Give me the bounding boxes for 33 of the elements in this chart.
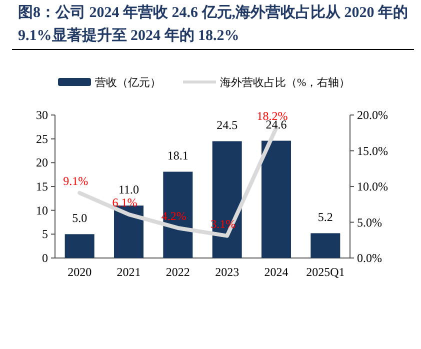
x-tick-label: 2023 xyxy=(215,265,240,279)
bar xyxy=(114,206,144,258)
data-label: 18.1 xyxy=(167,148,188,163)
data-label: 11.0 xyxy=(118,182,140,197)
x-tick-label: 2025Q1 xyxy=(306,265,345,279)
y-tick-label: 10 xyxy=(36,203,48,218)
chart-title: 图8：公司 2024 年营收 24.6 亿元,海外营收占比从 2020 年的 9.1%显著提升至 2024 年的 18.2% xyxy=(18,3,409,46)
y-tick-label: 25 xyxy=(36,132,48,146)
y-tick-label: 0 xyxy=(42,251,48,265)
x-tick-label: 2022 xyxy=(166,265,190,279)
x-tick-label: 2020 xyxy=(68,265,92,279)
y-tick-label: 15 xyxy=(36,180,48,194)
bar xyxy=(64,234,94,258)
y2-tick-label: 15.0% xyxy=(357,144,388,158)
y2-tick-label: 5.0% xyxy=(357,215,382,230)
bar xyxy=(310,233,340,258)
y2-tick-label: 0.0% xyxy=(357,251,382,265)
bar xyxy=(212,141,242,258)
bar xyxy=(262,140,291,258)
x-tick-label: 2021 xyxy=(116,265,141,279)
data-label: 24.5 xyxy=(216,118,238,132)
data-label: 9.1% xyxy=(63,174,88,188)
data-label: 5.0 xyxy=(72,211,88,226)
y2-tick-label: 10.0% xyxy=(357,180,388,194)
data-label: 5.2 xyxy=(318,210,333,224)
y-tick-label: 20 xyxy=(36,156,48,170)
legend-label: 营收（亿元） xyxy=(95,76,161,89)
y-tick-label: 30 xyxy=(36,108,48,122)
y-tick-label: 5 xyxy=(42,227,48,242)
x-tick-label: 2024 xyxy=(264,265,288,279)
y2-tick-label: 20.0% xyxy=(357,108,388,122)
bar xyxy=(163,172,193,258)
legend-label: 海外营收占比（%，右轴） xyxy=(220,76,350,89)
